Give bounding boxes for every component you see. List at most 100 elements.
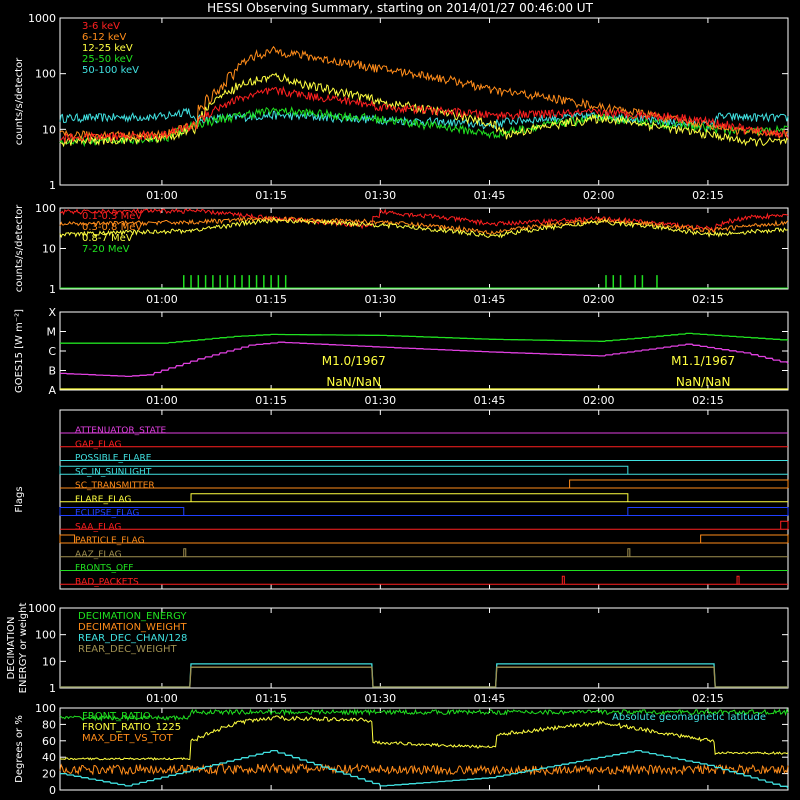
goes-flare-class: M1.0/1967 (322, 354, 386, 368)
y-axis-label: DECIMATION (6, 616, 17, 679)
high-energy-0.8-7 MeV (59, 217, 789, 239)
flag-label: SC_TRANSMITTER (75, 481, 155, 491)
x-tick-label: 01:30 (364, 394, 396, 407)
y-tick-label: 1 (49, 179, 56, 192)
decimation-REAR_DEC_WEIGHT (60, 666, 788, 688)
flag-on-interval (59, 534, 76, 543)
y-axis-label: counts/s/detector (14, 204, 25, 292)
y-tick-label: M (47, 326, 57, 339)
lightcurve-3-6 keV (59, 85, 789, 143)
legend-entry: DECIMATION_ENERGY (78, 611, 187, 622)
flag-label: ATTENUATOR_STATE (75, 426, 167, 436)
flag-on-interval (736, 575, 740, 585)
flag-label: POSSIBLE_FLARE (75, 454, 152, 464)
x-tick-label: 02:15 (692, 394, 724, 407)
y-axis-label: Degrees or % (14, 715, 25, 783)
y-tick-label: 60 (42, 735, 56, 748)
decimation-panel-frame (59, 607, 789, 689)
flag-on-interval (59, 465, 629, 475)
flag-on-interval (627, 507, 789, 516)
flag-on-interval (700, 534, 789, 543)
lightcurve-25-50 keV (59, 105, 789, 148)
y-tick-label: 1000 (28, 602, 56, 615)
flag-label: BAD_PACKETS (75, 577, 139, 587)
x-tick-label: 02:15 (692, 293, 724, 306)
y-tick-label: 100 (35, 68, 56, 81)
y-tick-label: 80 (42, 718, 56, 731)
y-tick-label: 1 (49, 283, 56, 296)
legend-entry: 0.3-0.8 MeV (82, 222, 142, 233)
legend-entry: 3-6 keV (82, 21, 120, 32)
x-tick-label: 01:15 (255, 293, 287, 306)
x-tick-label: 01:00 (146, 394, 178, 407)
ratio-Absolute geomagnetic latitude (60, 749, 789, 789)
ratios-panel-frame (59, 707, 789, 791)
high-energy-0.1-0.3 MeV (59, 208, 789, 233)
flag-label: ECLIPSE_FLAG (75, 509, 139, 519)
x-tick-labels: 01:00 01:15 01:30 01:45 02:00 02:15 (146, 293, 724, 306)
y-axis-label: ENERGY or weight (18, 603, 29, 694)
legend-entry: 25-50 keV (82, 54, 133, 65)
x-tick-label: 02:00 (583, 692, 615, 705)
y-tick-label: 20 (42, 768, 56, 781)
flag-on-interval (59, 507, 185, 516)
x-tick-label: 01:45 (474, 293, 506, 306)
y-tick-label: 40 (42, 751, 56, 764)
x-tick-label: 01:45 (474, 394, 506, 407)
y-tick-label: X (48, 306, 56, 319)
x-tick-label: 02:00 (583, 293, 615, 306)
y-tick-label: 0 (49, 784, 56, 797)
legend-entry: REAR_DEC_CHAN/128 (78, 633, 187, 644)
legend-entry: FRONT_RATIO_1225 (82, 722, 181, 733)
x-tick-label: 02:00 (583, 189, 615, 202)
y-tick-label: 1 (49, 682, 56, 695)
legend-entry: FRONT_RATIO (82, 711, 151, 722)
y-tick-label: A (48, 384, 56, 397)
x-tick-labels: 01:00 01:15 01:30 01:45 02:00 02:15 (146, 189, 724, 202)
flag-label: SAA_FLAG (75, 522, 121, 532)
ratio-MAX_DET_VS_TOT (59, 762, 789, 777)
x-tick-label: 02:15 (692, 692, 724, 705)
high-energy-0.3-0.8 MeV (59, 215, 789, 235)
flag-on-interval (183, 548, 187, 557)
x-tick-labels: 01:00 01:15 01:30 01:45 02:00 02:15 (146, 692, 724, 705)
flag-label: FLARE_FLAG (75, 495, 131, 505)
y-tick-label: C (48, 345, 56, 358)
flag-label: AAZ_FLAG (75, 550, 122, 560)
right-axis-label: Absolute geomagnetic latitude (612, 712, 766, 723)
x-tick-label: 01:45 (474, 189, 506, 202)
flag-label: SC_IN_SUNLIGHT (75, 467, 152, 477)
goes-flare-ratio: NaN/NaN (326, 375, 381, 389)
x-tick-labels: 01:00 01:15 01:30 01:45 02:00 02:15 (146, 394, 724, 407)
page-title: HESSI Observing Summary, starting on 201… (207, 1, 593, 15)
goes-GOES long (60, 332, 789, 344)
y-tick-label: B (48, 365, 56, 378)
flag-on-interval (627, 548, 631, 557)
x-tick-label: 01:30 (364, 189, 396, 202)
legend-entry: REAR_DEC_WEIGHT (78, 644, 177, 655)
x-tick-label: 01:15 (255, 189, 287, 202)
x-tick-label: 01:30 (364, 293, 396, 306)
lightcurve-12-25 keV (59, 72, 789, 148)
legend-entry: 0.1-0.3 MeV (82, 211, 142, 222)
legend-entry: DECIMATION_WEIGHT (78, 622, 187, 633)
flag-on-interval (561, 575, 565, 585)
x-tick-label: 01:15 (255, 394, 287, 407)
legend-entry: MAX_DET_VS_TOT (82, 733, 174, 744)
legend-entry: 6-12 keV (82, 32, 126, 43)
y-tick-label: 10 (42, 655, 56, 668)
high-energy-panel-frame (59, 207, 789, 290)
goes-flare-class: M1.1/1967 (671, 354, 735, 368)
x-tick-label: 02:15 (692, 189, 724, 202)
x-tick-label: 01:45 (474, 692, 506, 705)
goes-GOES short (60, 341, 789, 378)
y-tick-label: 1000 (28, 12, 56, 25)
lightcurve-6-12 keV (59, 45, 789, 141)
flag-on-interval (780, 520, 789, 530)
lightcurve-panel-frame (59, 17, 789, 186)
legend-entry: 12-25 keV (82, 43, 133, 54)
legend-entry: 50-100 keV (82, 65, 139, 76)
y-tick-label: 100 (35, 202, 56, 215)
ratio-FRONT_RATIO_1225 (59, 715, 789, 761)
